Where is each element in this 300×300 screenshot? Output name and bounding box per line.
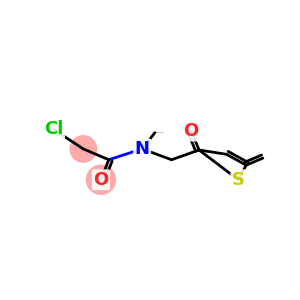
Text: Cl: Cl xyxy=(44,120,64,138)
Text: methyl line: methyl line xyxy=(155,131,163,133)
Circle shape xyxy=(86,165,116,194)
Text: O: O xyxy=(93,171,109,189)
Text: O: O xyxy=(184,122,199,140)
Text: N: N xyxy=(135,140,150,158)
Circle shape xyxy=(70,136,97,162)
Text: S: S xyxy=(232,171,245,189)
